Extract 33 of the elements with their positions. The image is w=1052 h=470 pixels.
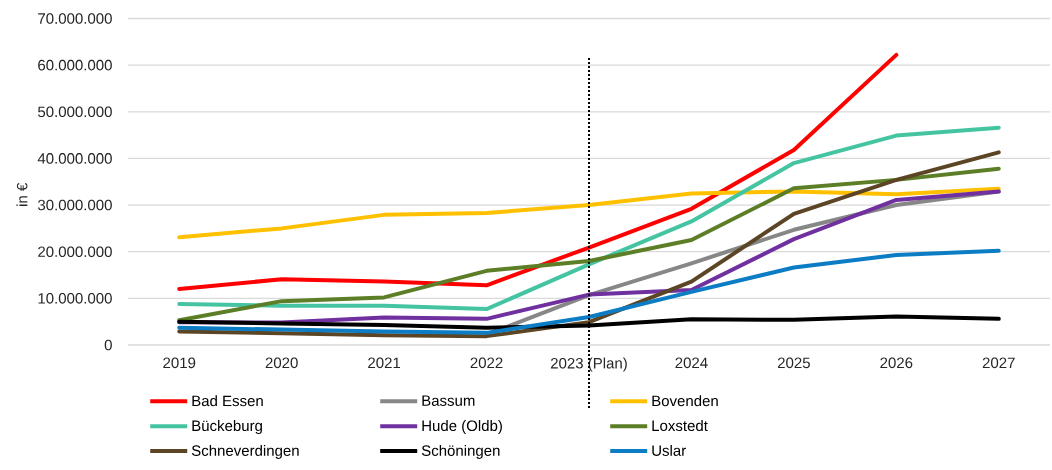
- x-tick-label: 2019: [163, 357, 196, 369]
- legend-label: Loxstedt: [652, 420, 708, 432]
- x-tick-label: 2025: [777, 357, 810, 369]
- y-axis-title: in €: [16, 182, 28, 206]
- y-tick-label: 10.000.000: [38, 293, 112, 304]
- legend-label: Bovenden: [652, 395, 718, 407]
- legend-label: Bad Essen: [192, 395, 263, 407]
- legend-label: Schneverdingen: [191, 444, 299, 459]
- legend-label: Schöningen: [421, 444, 500, 459]
- line-series: [177, 248, 1001, 335]
- x-tick-label: 2023 (Plan): [550, 357, 627, 372]
- line-series: [177, 150, 1001, 339]
- x-tick-label: 2021: [368, 357, 401, 369]
- x-tick-label: 2026: [880, 357, 913, 369]
- y-tick-label: 0: [104, 339, 112, 351]
- x-tick-label: 2022: [470, 357, 503, 369]
- line-series: [177, 125, 1001, 312]
- legend-label: Hude (Oldb): [422, 420, 502, 435]
- legend-label: Bückeburg: [192, 420, 262, 435]
- y-tick-label: 30.000.000: [37, 199, 112, 211]
- y-tick-label: 70.000.000: [38, 13, 112, 24]
- x-tick-label: 2020: [265, 357, 298, 369]
- line-series: [177, 166, 1001, 323]
- x-tick-label: 2027: [982, 357, 1015, 369]
- legend-label: Uslar: [652, 444, 686, 456]
- line-series: [177, 52, 899, 292]
- line-series: [177, 186, 1001, 240]
- y-tick-label: 50.000.000: [38, 106, 112, 118]
- y-tick-label: 40.000.000: [37, 153, 112, 164]
- legend-label: Bassum: [422, 395, 475, 406]
- x-tick-label: 2024: [675, 357, 708, 369]
- y-tick-label: 20.000.000: [38, 246, 112, 258]
- y-tick-label: 60.000.000: [38, 59, 112, 71]
